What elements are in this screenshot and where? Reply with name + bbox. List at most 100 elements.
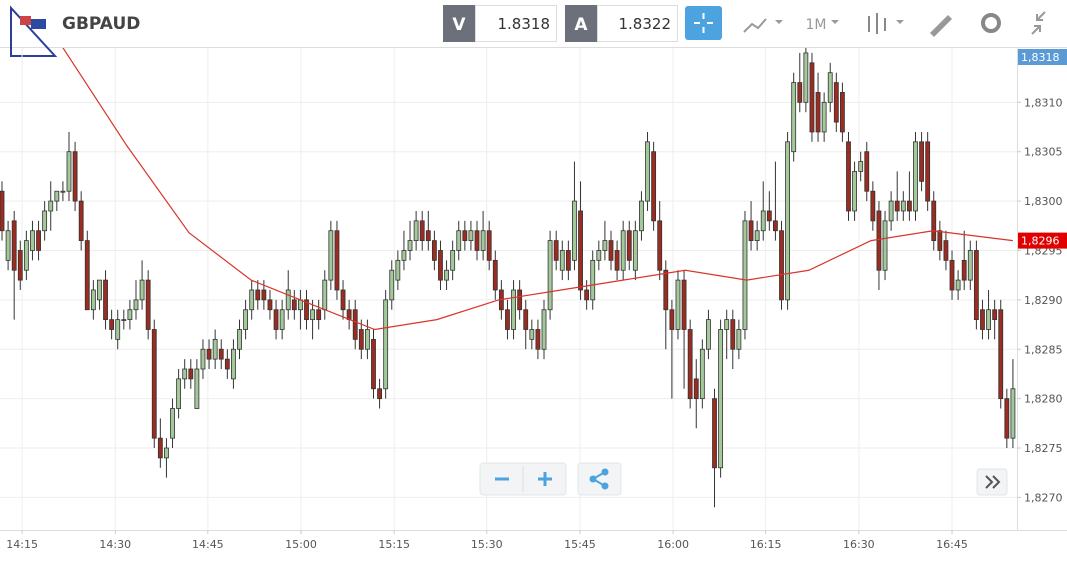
candle-body [103, 279, 108, 321]
x-tick-label: 15:00 [285, 538, 317, 551]
candle-body [998, 309, 1004, 400]
candle-body [967, 250, 973, 281]
candle-body [584, 289, 590, 301]
chart-type-button[interactable] [743, 18, 783, 33]
candle-body [243, 309, 249, 330]
candle-body [870, 190, 876, 222]
candle-body [66, 151, 72, 192]
candle-body [279, 309, 285, 330]
candle-body [218, 348, 224, 360]
candle-body [304, 299, 309, 321]
moving-average [62, 48, 1013, 331]
candle-body [78, 200, 84, 242]
candle-body [5, 230, 11, 261]
candle-body [17, 250, 23, 281]
candle-body [224, 358, 230, 370]
candle-body [614, 250, 620, 271]
candle-body [553, 240, 559, 261]
buy-button[interactable] [565, 5, 597, 42]
candle-body [925, 141, 931, 202]
fullscreen-button[interactable] [1031, 11, 1046, 35]
sell-button[interactable] [443, 5, 475, 42]
share-button[interactable] [589, 468, 609, 490]
candle-body [468, 230, 474, 242]
candle-body [565, 250, 571, 271]
candle-body [97, 279, 102, 301]
candle-body [779, 230, 784, 301]
candle-body [931, 200, 937, 242]
candle-body [334, 230, 340, 291]
candle-body [170, 408, 175, 439]
candle-body [401, 250, 407, 261]
candle-body [164, 447, 169, 459]
scroll-end-button[interactable] [985, 475, 1001, 489]
candle-body [706, 319, 711, 350]
candle-type-button[interactable] [868, 13, 904, 34]
period-button[interactable]: 1M [806, 17, 827, 33]
candle-body [231, 348, 236, 380]
draw-button[interactable] [930, 15, 952, 37]
candle-body [827, 72, 833, 103]
candle-body [474, 230, 480, 251]
candle-body [815, 92, 821, 133]
candle-body [511, 289, 516, 330]
x-tick-label: 16:45 [936, 538, 968, 551]
candle-body [547, 240, 553, 311]
candle-body [541, 309, 547, 350]
candle-body [876, 210, 882, 271]
period-arrow [831, 20, 839, 24]
candle-body [237, 329, 242, 350]
candle-body [182, 368, 188, 380]
candle-body [620, 230, 626, 271]
candle-body [766, 210, 772, 222]
candle-body [669, 309, 675, 330]
candle-body [681, 279, 687, 330]
candle-body [724, 319, 730, 330]
candle-body [803, 52, 809, 103]
candle-body [438, 250, 443, 281]
candle-body [791, 82, 797, 153]
candle-body [480, 230, 486, 251]
candle-body [906, 200, 912, 212]
candle-body [11, 220, 17, 271]
candle-body [249, 289, 255, 311]
candle-body [992, 309, 998, 321]
candle-body [718, 329, 724, 469]
candle-body [322, 279, 328, 311]
x-tick-label: 14:30 [99, 538, 131, 551]
candle-body [602, 240, 608, 251]
candle-body [693, 378, 699, 400]
crosshair-button[interactable] [685, 6, 722, 40]
candle-body [833, 82, 839, 123]
candle-body [754, 230, 760, 242]
candle-body [517, 289, 523, 311]
settings-button[interactable] [981, 13, 1001, 33]
candle-body [273, 309, 279, 330]
candle-body [505, 309, 510, 330]
candle-body [200, 348, 206, 370]
candle-body [310, 309, 316, 321]
candle-body [639, 200, 644, 232]
candle-body [444, 269, 449, 281]
candle-body [389, 269, 395, 301]
candle-body [145, 279, 151, 330]
y-tick-label: 1,8310 [1024, 96, 1063, 109]
candle-body [456, 230, 462, 251]
y-tick-label: 1,8285 [1024, 343, 1063, 356]
candle-body [888, 200, 894, 222]
candle-body [773, 220, 778, 232]
y-tick-label: 1,8290 [1024, 294, 1063, 307]
candle-body [340, 289, 346, 311]
candle-body [760, 210, 766, 232]
candle-body [151, 329, 157, 439]
sell-label: V [452, 15, 466, 35]
zoom-in[interactable] [538, 472, 552, 486]
candle-body [955, 279, 961, 291]
candle-body [882, 220, 888, 271]
y-tick-label: 1,8275 [1024, 442, 1063, 455]
candle-body [316, 309, 322, 321]
candle-body [109, 319, 115, 330]
candle-body [298, 299, 303, 311]
